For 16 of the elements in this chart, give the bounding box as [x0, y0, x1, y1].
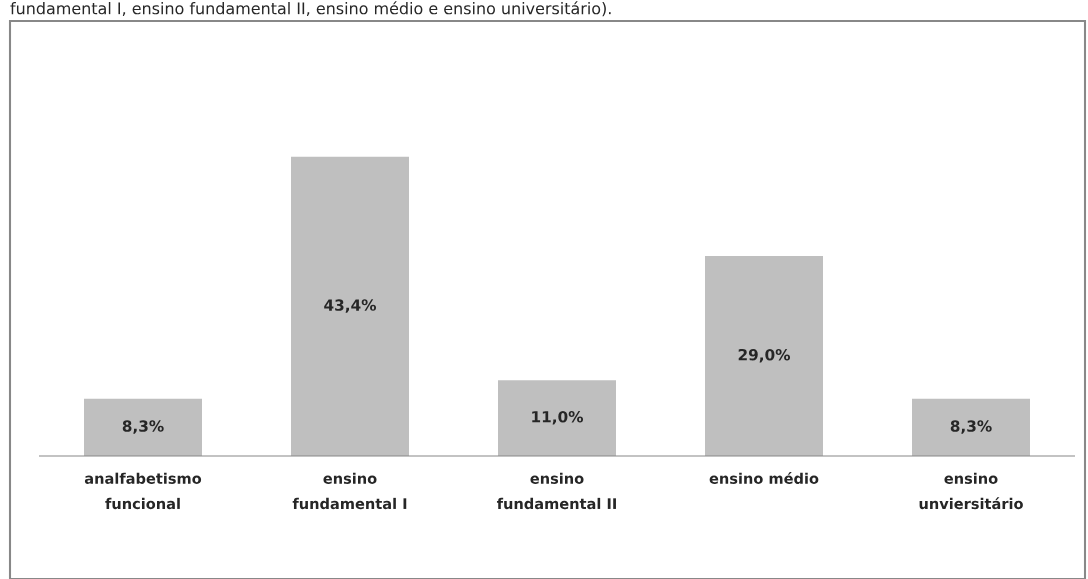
x-tick-label: ensino médio [709, 472, 819, 484]
x-tick-label: ensino unviersitário [919, 472, 1023, 510]
data-label: 11,0% [532, 410, 584, 425]
data-label: 8,3% [122, 420, 164, 434]
x-tick-label: ensino fundamental I [292, 472, 407, 510]
text: fundamental I, ensino fundamental II, ensino médio e ensino universitário). [10, 1, 611, 17]
x-tick-label: ensino fundamental II [496, 472, 616, 510]
bar [291, 156, 409, 456]
x-tick-label: analfabetismo funcional [84, 472, 202, 510]
bar [705, 256, 823, 456]
bar [498, 380, 616, 456]
data-label: 29,0% [738, 348, 791, 363]
data-label: 43,4% [324, 299, 377, 313]
bar [84, 398, 202, 456]
data-label: 8,3% [950, 420, 992, 434]
bar [912, 398, 1030, 456]
